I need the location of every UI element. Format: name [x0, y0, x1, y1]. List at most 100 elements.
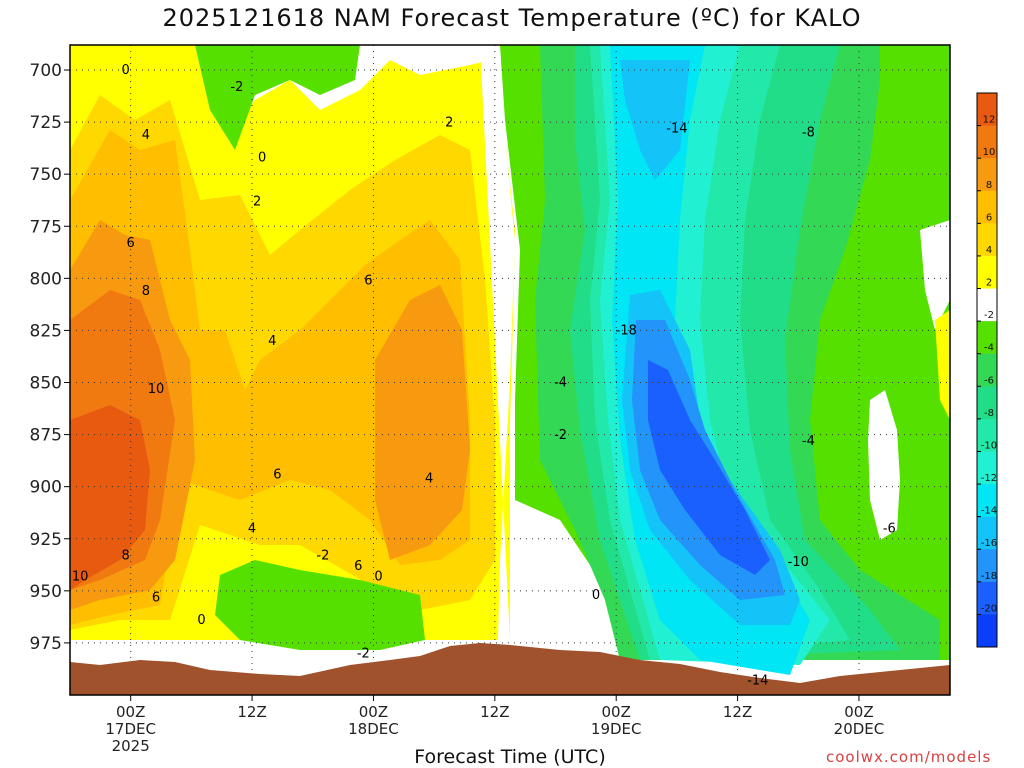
contour-label: 0	[592, 588, 600, 603]
y-tick-label: 775	[30, 217, 62, 237]
contour-label: -2	[316, 549, 329, 564]
colorbar-swatch	[977, 190, 997, 224]
colorbar-swatch	[977, 386, 997, 420]
colorbar-label: 10	[983, 147, 996, 158]
x-tick-label: 18DEC	[348, 720, 399, 738]
x-tick-label: 12Z	[723, 703, 752, 721]
contour-label: -10	[788, 555, 809, 570]
region-white-island	[868, 390, 900, 540]
colorbar-label: 2	[986, 278, 992, 289]
contour-label: 6	[364, 274, 372, 289]
colorbar-label: 12	[983, 115, 996, 126]
region-green-top	[195, 45, 360, 150]
watermark[interactable]: coolwx.com/models	[826, 748, 992, 766]
region-green-low	[215, 560, 425, 650]
contour-label: -18	[616, 324, 637, 339]
colorbar-swatch	[977, 614, 997, 648]
y-tick-label: 950	[30, 582, 62, 602]
contour-label: -2	[554, 428, 567, 443]
contour-label: 2	[445, 115, 453, 130]
contour-label: 4	[268, 334, 276, 349]
x-tick-label: 2025	[112, 737, 150, 755]
contour-label: 4	[248, 522, 256, 537]
contour-label: 4	[142, 128, 150, 143]
colorbar-label: -14	[981, 506, 997, 517]
y-tick-label: 825	[30, 321, 62, 341]
colorbar-label: 6	[986, 212, 992, 223]
contour-fill-layer	[70, 45, 950, 695]
region-orange-deep-2	[375, 285, 470, 560]
chart-title: 2025121618 NAM Forecast Temperature (ºC)…	[162, 4, 862, 32]
grid-lines	[70, 45, 950, 695]
colorbar-label: -18	[981, 571, 997, 582]
colorbar-label: -20	[981, 603, 997, 614]
colorbar-label: -16	[981, 538, 997, 549]
x-tick-label: 00Z	[359, 703, 388, 721]
region-blue-core	[648, 360, 770, 575]
colorbar-swatch	[977, 353, 997, 387]
contour-label: 0	[121, 63, 129, 78]
terrain	[70, 643, 950, 695]
x-tick-label: 17DEC	[105, 720, 156, 738]
contour-label: -2	[357, 647, 370, 662]
contour-label: 0	[374, 569, 382, 584]
x-tick-label: 00Z	[116, 703, 145, 721]
contour-label: 8	[121, 549, 129, 564]
y-tick-label: 850	[30, 374, 62, 394]
x-axis-title: Forecast Time (UTC)	[414, 746, 606, 768]
colorbar-swatch	[977, 451, 997, 485]
contour-label: 10	[148, 382, 165, 397]
colorbar-swatch	[977, 484, 997, 518]
colorbar-swatch	[977, 418, 997, 452]
colorbar-swatch	[977, 255, 997, 290]
region-blue-1	[620, 60, 690, 180]
contour-label: 6	[152, 590, 160, 605]
contour-label: 2	[253, 194, 261, 209]
colorbar-swatch	[977, 93, 997, 127]
contour-label: -6	[883, 522, 896, 537]
colorbar-label: -10	[981, 440, 997, 451]
colorbar-swatch	[977, 125, 997, 159]
y-tick-label: 700	[30, 61, 62, 81]
y-tick-label: 975	[30, 634, 62, 654]
y-tick-label: 725	[30, 113, 62, 133]
contour-labels: 0-240268462106410860-2604-2-4-20-14-18-8…	[72, 63, 896, 688]
contour-label: -14	[666, 122, 687, 137]
x-tick-label: 12Z	[237, 703, 266, 721]
contour-label: 6	[354, 559, 362, 574]
colorbar-swatch	[977, 516, 997, 550]
region-white-right	[920, 220, 950, 330]
x-tick-label: 00Z	[844, 703, 873, 721]
colorbar-label: -8	[984, 408, 994, 419]
colorbar-swatch	[977, 223, 997, 257]
contour-label: 0	[197, 613, 205, 628]
colorbar-label: -4	[984, 343, 994, 354]
contour-label: -2	[230, 80, 243, 95]
colorbar-label: -6	[984, 375, 994, 386]
y-tick-label: 900	[30, 478, 62, 498]
region-orange-core	[70, 405, 150, 590]
plot-frame	[69, 44, 951, 696]
colorbar-label: 4	[986, 245, 992, 256]
colorbar-label: 8	[986, 180, 992, 191]
y-tick-label: 925	[30, 530, 62, 550]
colorbar-swatch	[977, 158, 997, 192]
contour-label: -14	[747, 674, 768, 689]
colorbar-swatch	[977, 581, 997, 615]
contour-label: 10	[72, 569, 89, 584]
x-tick-label: 12Z	[480, 703, 509, 721]
contour-label: 4	[425, 472, 433, 487]
colorbar-swatch	[977, 549, 997, 583]
y-tick-label: 750	[30, 165, 62, 185]
region-white-bottom	[510, 480, 615, 650]
contour-label: -4	[554, 376, 567, 391]
colorbar: 12 10 8 6 4 2 -2 -4 -6 -8 -10 -12 -14 -16 -18 -20	[976, 92, 998, 648]
region-white-slot	[480, 45, 515, 640]
colorbar-swatch	[977, 321, 997, 355]
contour-label: -4	[802, 434, 815, 449]
contour-label: 6	[127, 236, 135, 251]
contour-label: -8	[802, 126, 815, 141]
y-axis: 700 725 750 775 800 825 850 875 900 925 950 975	[30, 61, 70, 654]
x-tick-label: 19DEC	[591, 720, 642, 738]
